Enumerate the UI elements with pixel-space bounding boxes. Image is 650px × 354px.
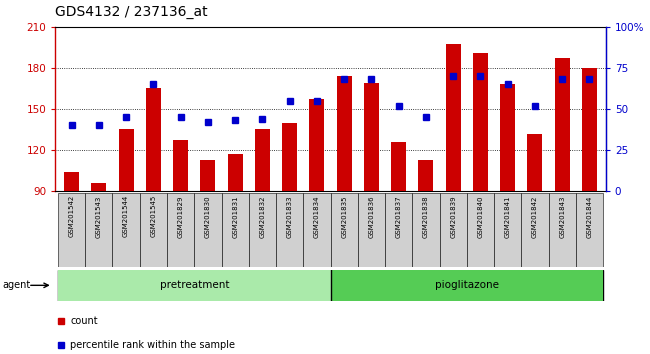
Text: count: count [70,316,98,326]
Bar [194,193,222,267]
Bar [249,193,276,267]
Bar [167,193,194,267]
Bar [64,172,79,191]
Text: pioglitazone: pioglitazone [435,280,499,290]
Text: GSM201840: GSM201840 [478,195,484,238]
Text: GSM201831: GSM201831 [232,195,238,238]
Text: agent: agent [3,280,31,290]
Text: GSM201839: GSM201839 [450,195,456,238]
Bar [439,193,467,267]
Bar [112,193,140,267]
Text: GSM201836: GSM201836 [369,195,374,238]
Bar [358,193,385,267]
Text: GSM201832: GSM201832 [259,195,265,238]
Text: GSM201829: GSM201829 [177,195,183,238]
Bar [582,68,597,191]
Bar [500,84,515,191]
Text: GSM201844: GSM201844 [586,195,592,238]
Bar [554,58,569,191]
Text: GSM201542: GSM201542 [69,195,75,238]
Text: GSM201835: GSM201835 [341,195,347,238]
Text: percentile rank within the sample: percentile rank within the sample [70,340,235,350]
Bar [118,130,134,191]
Bar [364,83,379,191]
Bar [282,122,297,191]
Text: GSM201838: GSM201838 [423,195,429,238]
Bar [255,130,270,191]
Bar [85,193,112,267]
Bar [412,193,439,267]
Text: GSM201834: GSM201834 [314,195,320,238]
Text: GDS4132 / 237136_at: GDS4132 / 237136_at [55,5,208,19]
Text: GSM201833: GSM201833 [287,195,292,238]
Bar [330,270,603,301]
Bar [92,183,107,191]
Text: GSM201544: GSM201544 [123,195,129,238]
Bar [549,193,576,267]
Bar [337,76,352,191]
Bar [521,193,549,267]
Text: GSM201843: GSM201843 [559,195,566,238]
Bar [494,193,521,267]
Text: GSM201842: GSM201842 [532,195,538,238]
Bar [276,193,304,267]
Text: GSM201543: GSM201543 [96,195,102,238]
Bar [173,141,188,191]
Bar [419,160,434,191]
Bar [200,160,215,191]
Bar [309,99,324,191]
Bar [227,154,242,191]
Bar [467,193,494,267]
Bar [330,193,358,267]
Bar [446,44,461,191]
Text: GSM201837: GSM201837 [396,195,402,238]
Bar [140,193,167,267]
Bar [527,133,543,191]
Text: pretreatment: pretreatment [159,280,229,290]
Bar [304,193,330,267]
Bar [222,193,249,267]
Text: GSM201545: GSM201545 [150,195,157,238]
Bar [385,193,412,267]
Bar [58,270,330,301]
Bar [473,53,488,191]
Bar [58,193,85,267]
Text: GSM201841: GSM201841 [504,195,511,238]
Bar [391,142,406,191]
Text: GSM201830: GSM201830 [205,195,211,238]
Bar [146,88,161,191]
Bar [576,193,603,267]
